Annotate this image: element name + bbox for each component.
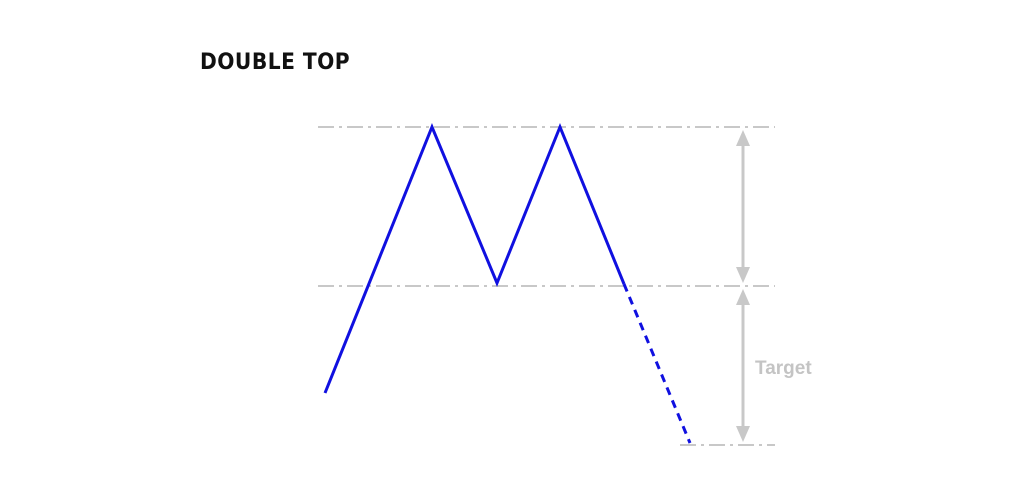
target-arrow (736, 289, 750, 442)
projected-path (622, 283, 692, 444)
pattern-height-arrow (736, 130, 750, 283)
diagram-title: DOUBLE TOP (200, 50, 351, 75)
target-label: Target (755, 358, 812, 379)
price-path (323, 123, 626, 394)
